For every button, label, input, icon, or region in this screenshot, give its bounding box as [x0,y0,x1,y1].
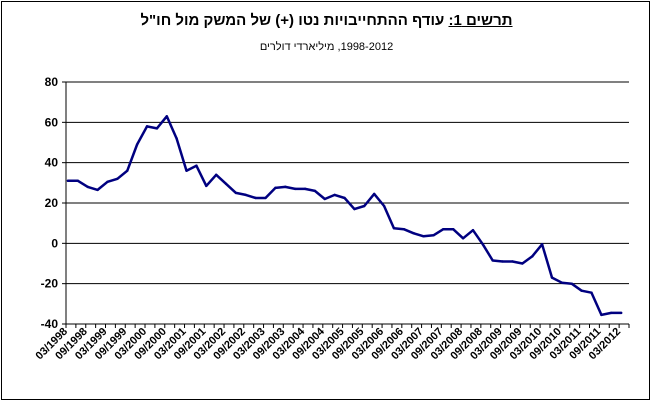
y-tick-label: 20 [45,196,59,210]
data-point [205,184,208,188]
data-point [264,196,267,200]
data-point [274,186,277,190]
data-point [126,169,129,172]
data-point [560,281,564,284]
data-point [511,260,514,263]
data-point [452,228,455,231]
data-point [590,291,593,294]
data-point [402,228,406,231]
y-tick-label: 60 [45,115,59,129]
data-point [540,243,544,246]
data-point [185,169,188,172]
data-point [610,311,613,315]
data-point [135,143,139,146]
data-point [432,234,435,237]
data-point [343,196,346,200]
data-point [106,180,109,184]
data-point [313,189,317,193]
data-point [412,232,415,235]
data-point [521,262,524,265]
data-point [224,182,228,186]
data-point [303,187,307,191]
data-point [76,179,80,183]
data-point [293,187,297,191]
y-tick-label: -40 [41,317,59,331]
data-point [244,193,247,197]
data-point [570,282,573,285]
data-point [66,179,70,183]
axes [62,81,630,328]
data-point [372,192,376,196]
data-point [165,115,168,118]
data-point [214,173,218,176]
x-axis-ticks: 03/199809/199803/199909/199903/200009/20… [34,325,624,362]
data-point [86,185,89,189]
data-point [422,235,425,238]
series-group [66,115,623,317]
y-tick-label: 80 [45,75,59,89]
data-point [323,197,327,201]
data-point [461,237,465,240]
data-point [392,227,396,230]
data-point [481,243,485,246]
data-point [116,177,119,180]
data-point [382,204,386,208]
y-axis-ticks: 80 60 40 20 0 -20 -40 [41,75,59,331]
y-tick-label: -20 [41,277,59,291]
data-point [175,137,178,140]
data-point [333,193,336,197]
chart-title-lead: תרשים 1: [448,12,513,29]
chart-subtitle: 1998-2012, מיליארדי דולרים [259,41,394,53]
data-point [284,185,287,189]
data-point [195,164,198,167]
data-point [353,207,356,211]
y-tick-label: 0 [51,236,58,250]
chart-title: תרשים 1: עודף ההתחייבויות נטו (+) של המש… [0,12,653,30]
data-point [501,260,504,263]
data-point [96,188,99,192]
data-point [491,259,494,262]
data-point [580,289,583,292]
data-point [234,191,238,195]
y-tick-label: 40 [45,156,59,170]
data-point [619,311,623,315]
data-point [145,125,149,128]
data-point [550,276,554,279]
data-point [254,196,257,200]
data-point [471,229,475,232]
chart-subtitle-wrap: 1998-2012, מיליארדי דולרים [0,37,653,55]
series-line [66,115,623,317]
data-point [155,127,159,130]
data-point [531,255,534,258]
data-point [363,204,366,208]
data-point [442,228,445,231]
chart-title-text: עודף ההתחייבויות נטו (+) של המשק מול חו"… [140,12,445,29]
data-point [600,313,603,317]
